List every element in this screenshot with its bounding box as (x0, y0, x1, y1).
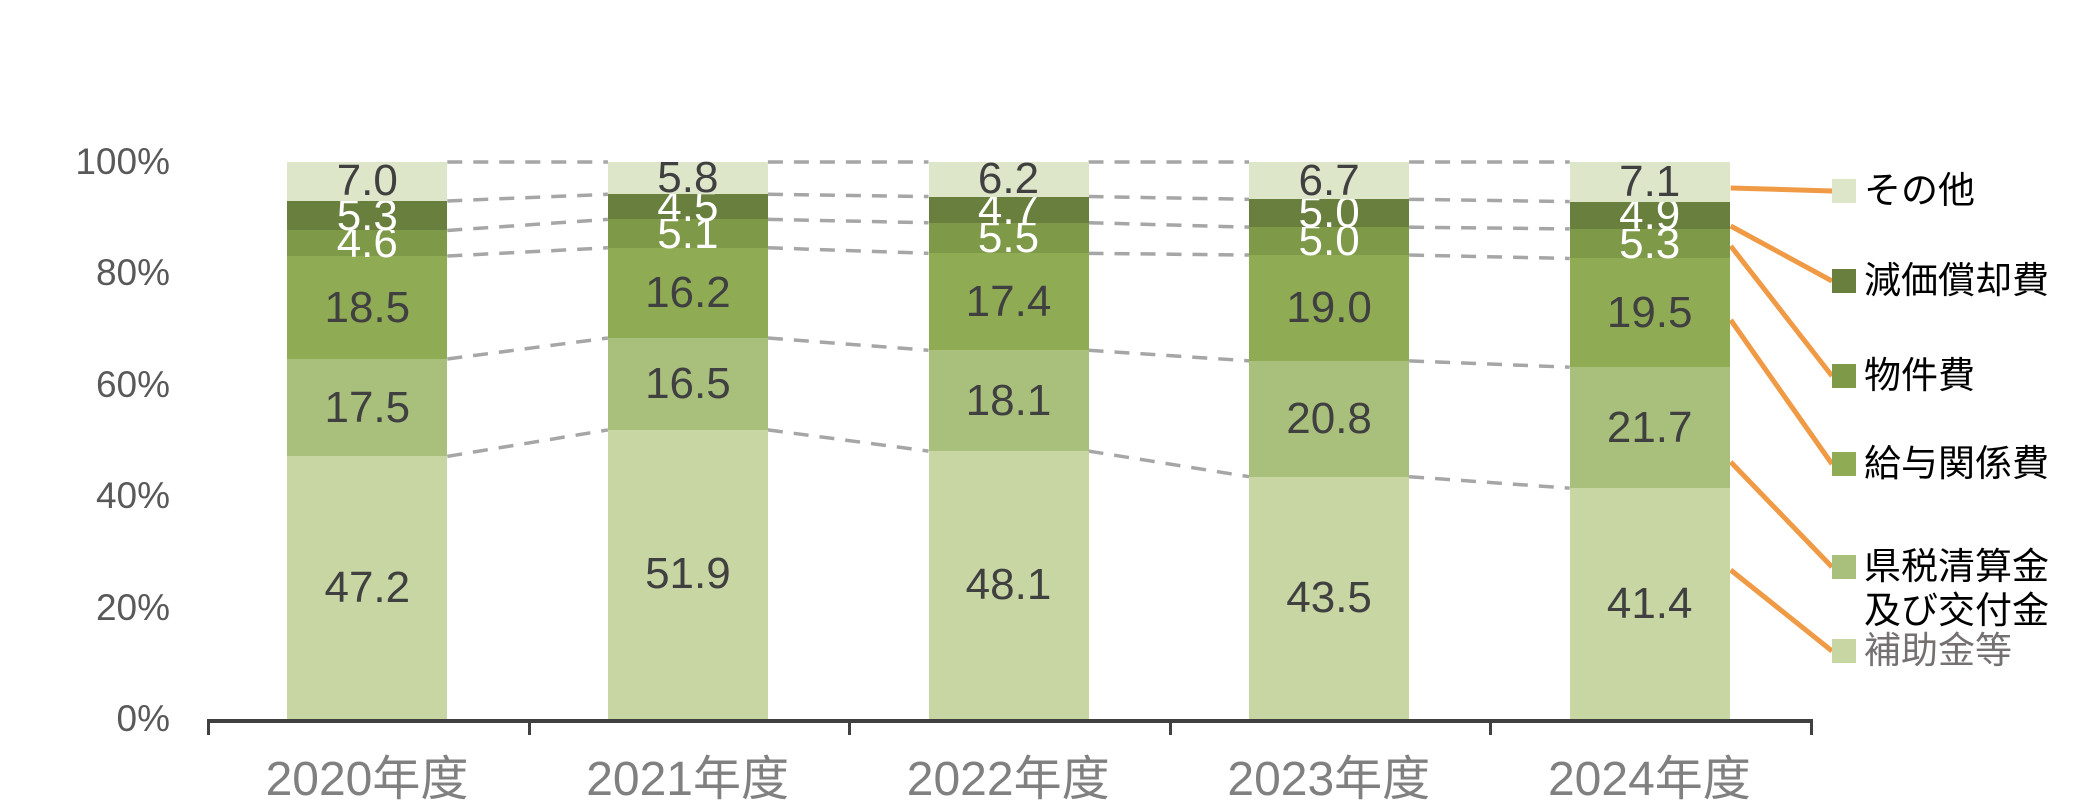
segment-value-label: 17.4 (965, 276, 1052, 326)
bar-segment: 17.5 (287, 358, 448, 457)
x-axis-tick (1489, 719, 1493, 735)
legend-item: 給与関係費 (1832, 442, 2049, 486)
segment-value-label: 48.1 (965, 560, 1052, 610)
legend-item: 補助金等 (1832, 629, 2012, 673)
legend-swatch (1832, 179, 1856, 203)
bar-segment: 5.8 (607, 156, 768, 200)
segment-value-label: 5.5 (977, 213, 1040, 263)
bar-segment: 18.5 (287, 256, 448, 359)
y-axis-tick-label: 40% (95, 475, 170, 517)
bar-segment: 20.8 (1249, 360, 1410, 477)
bar-segment: 7.1 (1569, 156, 1730, 206)
x-axis-tick (207, 719, 210, 735)
x-axis-category-label: 2020年度 (265, 753, 469, 806)
legend-swatch (1832, 555, 1856, 579)
bar-segment: 16.2 (607, 247, 768, 338)
segment-value-label: 18.5 (324, 282, 411, 332)
segment-value-label: 6.2 (977, 154, 1040, 204)
bar-segment: 21.7 (1569, 367, 1730, 489)
segment-value-label: 16.2 (645, 267, 731, 317)
bar-segment: 18.1 (928, 350, 1089, 452)
legend-label: 給与関係費 (1864, 443, 2049, 484)
segment-value-label: 21.7 (1606, 402, 1693, 452)
legend-label: 減価償却費 (1864, 260, 2049, 301)
segment-value-label: 7.1 (1619, 156, 1681, 206)
y-axis-tick-label: 20% (95, 586, 170, 628)
y-axis-tick-label: 0% (116, 698, 170, 739)
segment-value-label: 7.0 (336, 156, 398, 206)
legend-item: 県税清算金 及び交付金 (1832, 545, 2049, 633)
x-axis-tick (1168, 719, 1172, 735)
segment-value-label: 19.0 (1286, 282, 1372, 332)
segment-value-label: 43.5 (1286, 572, 1372, 622)
legend-swatch (1832, 269, 1856, 293)
legend-swatch (1832, 639, 1856, 663)
x-axis-tick (527, 719, 531, 735)
bar-segment: 41.4 (1569, 488, 1730, 719)
legend-label: その他 (1864, 170, 1975, 211)
legend-swatch (1832, 452, 1856, 476)
segment-value-label: 16.5 (645, 358, 731, 408)
segment-value-label: 6.7 (1298, 155, 1360, 205)
bar-segment: 47.2 (287, 456, 448, 719)
bar-segment: 4.5 (607, 184, 768, 228)
x-axis-category-label: 2024年度 (1547, 753, 1751, 806)
legend-item: 物件費 (1832, 354, 1975, 398)
x-axis-line (207, 719, 1813, 723)
x-axis-category-label: 2021年度 (586, 753, 789, 806)
legend-label: 補助金等 (1864, 630, 2012, 671)
segment-value-label: 5.8 (657, 153, 719, 203)
segment-value-label: 18.1 (965, 375, 1052, 425)
segment-value-label: 20.8 (1286, 393, 1372, 443)
bar-segment: 17.4 (928, 253, 1089, 351)
segment-value-label: 47.2 (324, 562, 411, 612)
legend-label: 物件費 (1864, 355, 1975, 396)
y-axis-tick-label: 60% (95, 363, 170, 405)
x-axis-tick (1810, 719, 1813, 735)
segment-value-label: 51.9 (645, 549, 731, 599)
bar-segment: 51.9 (607, 429, 768, 719)
legend-label: 県税清算金 及び交付金 (1864, 546, 2049, 631)
segment-value-label: 17.5 (324, 382, 411, 432)
legend-item: その他 (1832, 169, 1975, 213)
bar-segment: 19.5 (1569, 258, 1730, 368)
segment-value-label: 19.5 (1606, 287, 1693, 337)
bar-segment: 43.5 (1249, 476, 1410, 719)
bar-segment: 48.1 (928, 451, 1089, 719)
bar-segment: 16.5 (607, 338, 768, 430)
bar-segment: 19.0 (1249, 255, 1410, 361)
bar-segment: 6.7 (1249, 158, 1410, 202)
legend-item: 減価償却費 (1832, 259, 2049, 303)
segment-value-label: 41.4 (1606, 578, 1693, 628)
x-axis-category-label: 2023年度 (1227, 753, 1431, 806)
y-axis-tick-label: 80% (95, 252, 170, 294)
bar-segment: 5.5 (928, 216, 1089, 260)
legend-swatch (1832, 364, 1856, 388)
bar-segment: 6.2 (928, 157, 1089, 201)
x-axis-tick (848, 719, 852, 735)
x-axis-category-label: 2022年度 (906, 753, 1110, 806)
bar-segment: 7.0 (287, 156, 448, 206)
y-axis-tick-label: 100% (75, 141, 170, 182)
